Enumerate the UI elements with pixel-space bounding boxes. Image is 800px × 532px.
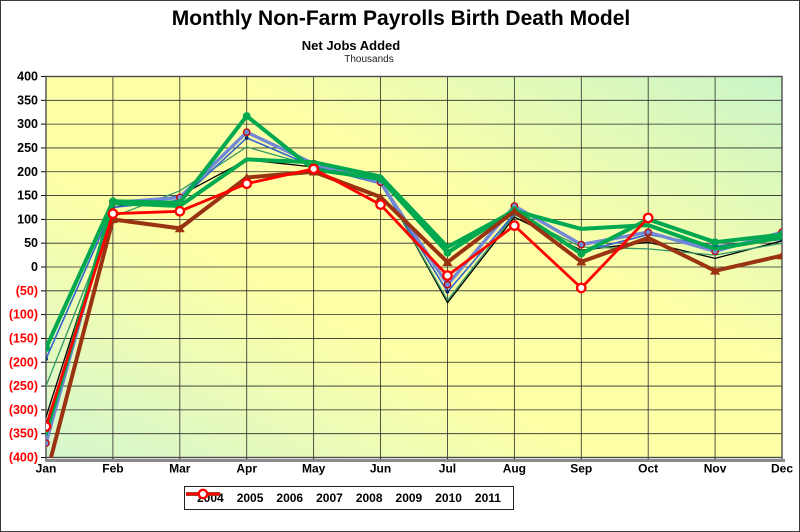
- data-point-marker: [46, 357, 48, 361]
- y-tick-label: (250): [9, 379, 38, 393]
- x-tick-label: Feb: [102, 462, 123, 476]
- data-point-marker: [710, 266, 721, 275]
- data-point-marker: [242, 128, 251, 137]
- data-point-marker: [46, 439, 50, 448]
- data-point-marker: [643, 233, 654, 242]
- y-tick-label: 200: [17, 165, 38, 179]
- data-point-marker: [175, 198, 184, 207]
- data-point-marker: [46, 344, 50, 352]
- y-tick-label: 250: [17, 141, 38, 155]
- data-point-marker: [107, 208, 119, 220]
- x-tick-label: Mar: [169, 462, 191, 476]
- data-point-marker: [442, 270, 453, 281]
- legend-line-sample-2011: [186, 488, 220, 500]
- chart-units-label: Thousands: [344, 54, 394, 65]
- legend-item-2008: 2008: [186, 490, 383, 505]
- y-tick-label: 50: [24, 236, 38, 250]
- legend-label-2009: 2009: [395, 491, 423, 505]
- data-point-marker: [197, 488, 209, 500]
- data-point-marker: [109, 197, 117, 206]
- x-tick-label: Aug: [503, 462, 526, 476]
- series-2007-line: [46, 114, 782, 350]
- legend-label-2005: 2005: [236, 491, 264, 505]
- x-tick-label: Apr: [236, 462, 257, 476]
- legend-item-2011: 2011: [186, 488, 501, 505]
- y-tick-label: 400: [17, 70, 38, 84]
- y-tick-label: (350): [9, 427, 38, 441]
- y-tick-label: 0: [31, 260, 38, 274]
- data-point-marker: [376, 174, 385, 183]
- y-tick-label: 350: [17, 93, 38, 107]
- series-2009-line: [46, 157, 782, 436]
- data-point-marker: [509, 220, 520, 231]
- y-tick-label: (150): [9, 331, 38, 345]
- data-point-marker: [244, 136, 249, 140]
- x-tick-label: Nov: [704, 462, 727, 476]
- data-point-marker: [577, 240, 586, 249]
- series-2009: [46, 157, 782, 436]
- legend-box: 2004 2005 2006 2007 2008 2009 2010 2011: [184, 486, 514, 510]
- legend-item-2007: 2007: [186, 490, 343, 505]
- data-point-marker: [443, 280, 452, 289]
- series-2008-line: [46, 130, 782, 445]
- chart-title: Monthly Non-Farm Payrolls Birth Death Mo…: [171, 7, 631, 30]
- data-point-marker: [46, 421, 52, 432]
- legend-label-2008: 2008: [355, 491, 383, 505]
- legend-label-2006: 2006: [276, 491, 304, 505]
- series-2010-line: [48, 169, 782, 458]
- data-point-marker: [443, 248, 452, 257]
- x-tick-label: Sep: [570, 462, 592, 476]
- data-point-marker: [375, 192, 386, 201]
- x-tick-label: Oct: [638, 462, 658, 476]
- series-2011: [46, 163, 654, 432]
- data-point-marker: [242, 112, 251, 120]
- x-tick-label: Jan: [36, 462, 57, 476]
- plot-border: [45, 75, 783, 459]
- x-tick-label: Dec: [771, 462, 793, 476]
- legend-item-2005: 2005: [186, 491, 264, 505]
- data-point-marker: [642, 212, 654, 224]
- legend-label-2007: 2007: [316, 491, 343, 505]
- y-tick-label: (300): [9, 403, 38, 417]
- y-tick-label: 100: [17, 212, 38, 226]
- data-point-marker: [577, 249, 586, 258]
- y-tick-label: 150: [17, 189, 38, 203]
- x-tick-label: Jun: [370, 462, 391, 476]
- y-tick-label: (200): [9, 355, 38, 369]
- data-point-marker: [575, 282, 587, 294]
- data-point-marker: [375, 199, 386, 210]
- data-point-marker: [777, 251, 782, 260]
- data-point-marker: [174, 205, 186, 217]
- data-point-marker: [308, 163, 319, 175]
- data-point-marker: [509, 206, 520, 216]
- chart-subtitle: Net Jobs Added: [301, 38, 401, 53]
- x-tick-label: May: [302, 462, 326, 476]
- x-tick-label: Jul: [439, 462, 456, 476]
- series-2011-line: [46, 167, 650, 428]
- data-point-marker: [174, 223, 185, 233]
- legend-label-2011: 2011: [474, 491, 501, 505]
- y-tick-label: 300: [17, 117, 38, 131]
- legend-label-2010: 2010: [435, 491, 462, 505]
- data-point-marker: [778, 230, 782, 239]
- y-tick-label: (100): [9, 308, 38, 322]
- legend-item-2009: 2009: [186, 491, 423, 505]
- y-tick-label: (400): [9, 451, 38, 465]
- legend-item-2006: 2006: [186, 491, 304, 505]
- data-point-marker: [711, 238, 719, 247]
- data-point-marker: [445, 289, 450, 294]
- data-point-marker: [442, 257, 453, 267]
- y-tick-label: (50): [16, 284, 38, 298]
- data-point-marker: [241, 178, 253, 190]
- legend-item-2010: 2010: [186, 489, 462, 505]
- data-point-marker: [576, 257, 587, 266]
